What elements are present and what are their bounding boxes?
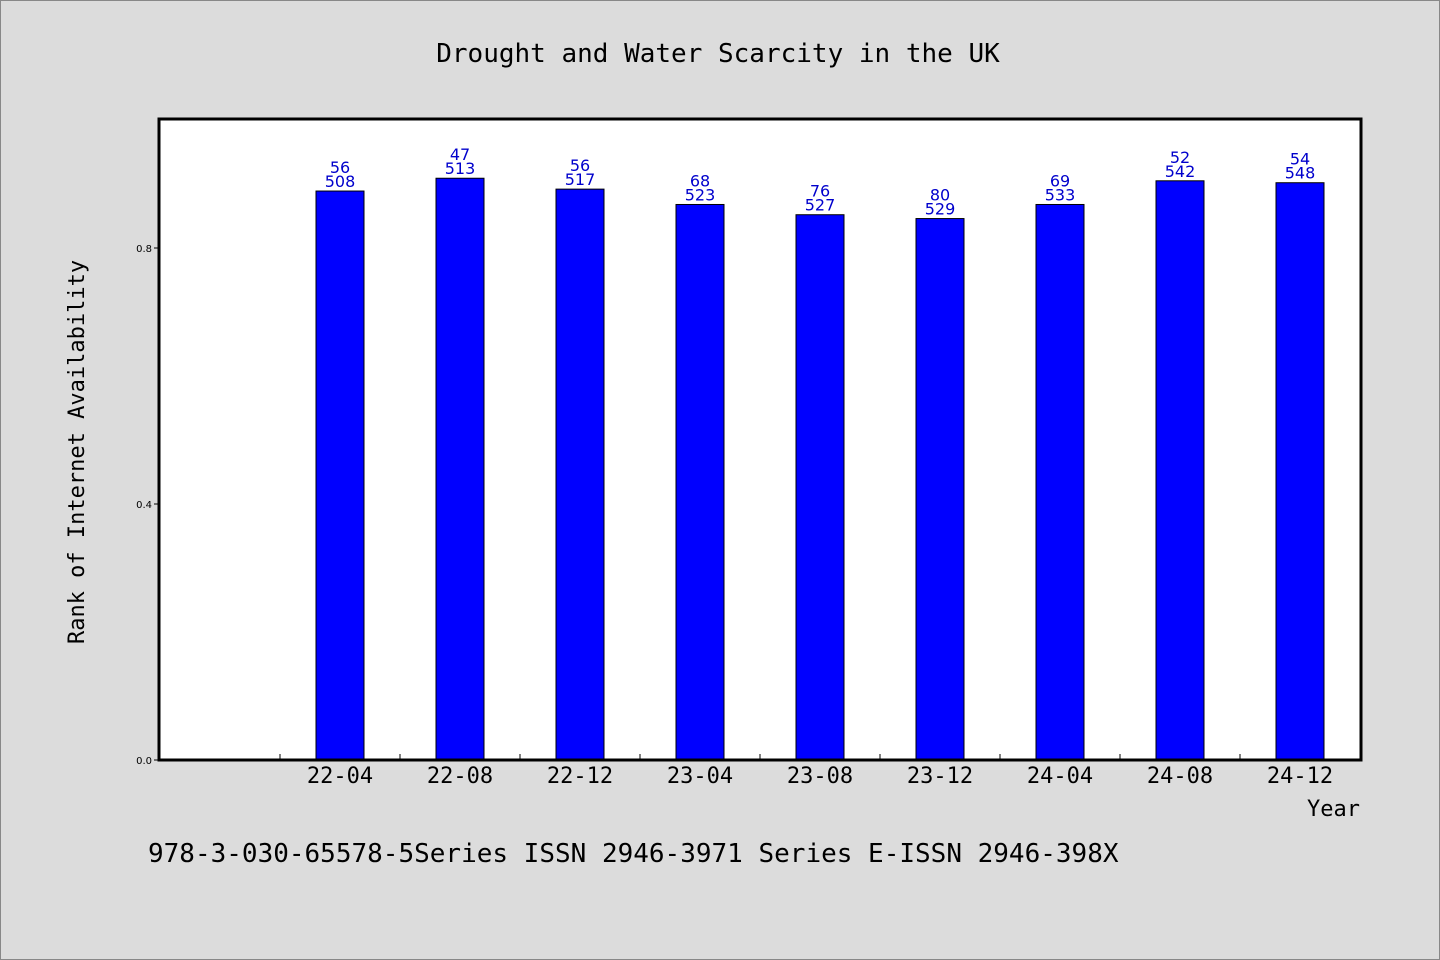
x-tick-label-22-08: 22-08 — [427, 764, 493, 789]
x-tick-label-22-04: 22-04 — [307, 764, 373, 789]
bar-label-bottom-24-04: 533 — [1045, 185, 1076, 204]
bar-22-12 — [555, 188, 605, 761]
bar-24-12 — [1275, 182, 1325, 761]
x-tick-label-23-04: 23-04 — [667, 764, 733, 789]
x-tick-label-24-04: 24-04 — [1027, 764, 1093, 789]
bar-23-04 — [675, 203, 725, 761]
bar-label-bottom-24-08: 542 — [1165, 162, 1196, 181]
x-tick-label-24-12: 24-12 — [1267, 764, 1333, 789]
x-tick-label-23-12: 23-12 — [907, 764, 973, 789]
bar-22-08 — [435, 177, 485, 761]
bar-label-bottom-23-08: 527 — [805, 196, 836, 215]
bar-label-bottom-22-12: 517 — [565, 170, 596, 189]
bar-label-bottom-22-08: 513 — [445, 159, 476, 178]
bar-label-top-22-04: 56 — [330, 158, 350, 177]
footer-isbn-text: 978-3-030-65578-5Series ISSN 2946-3971 S… — [148, 839, 1119, 869]
y-tick-label: 0.0 — [136, 756, 152, 767]
bar-label-top-23-08: 76 — [810, 182, 830, 201]
chart-title: Drought and Water Scarcity in the UK — [436, 39, 1000, 69]
y-tick-label: 0.8 — [136, 244, 152, 255]
x-tick-label-24-08: 24-08 — [1147, 764, 1213, 789]
y-tick-label: 0.4 — [136, 500, 152, 511]
bar-label-bottom-23-04: 523 — [685, 185, 716, 204]
bar-22-04 — [315, 190, 365, 761]
bar-23-12 — [915, 218, 965, 761]
bar-label-bottom-23-12: 529 — [925, 200, 956, 219]
bar-label-top-24-12: 54 — [1290, 150, 1310, 169]
x-tick-label-23-08: 23-08 — [787, 764, 853, 789]
bar-label-top-24-08: 52 — [1170, 148, 1190, 167]
bar-23-08 — [795, 214, 845, 761]
bar-label-top-22-08: 47 — [450, 145, 470, 164]
bars-group — [315, 177, 1325, 761]
bar-label-top-23-12: 80 — [930, 186, 950, 205]
x-tick-label-22-12: 22-12 — [547, 764, 613, 789]
y-axis-label: Rank of Internet Availability — [65, 260, 90, 644]
bar-label-bottom-22-04: 508 — [325, 172, 356, 191]
x-ticks-group: 22-04 22-08 22-12 23-04 23-08 23-12 24-04 24-08… — [279, 754, 1333, 789]
y-ticks-group: 0.0 0.4 0.8 — [136, 244, 160, 767]
plot-border — [157, 117, 1363, 762]
bar-label-top-24-04: 69 — [1050, 171, 1070, 190]
bar-label-top-22-12: 56 — [570, 156, 590, 175]
bar-label-top-23-04: 68 — [690, 171, 710, 190]
bar-24-04 — [1035, 203, 1085, 761]
bar-label-bottom-24-12: 548 — [1285, 164, 1316, 183]
x-axis-label: Year — [1307, 797, 1360, 822]
bar-24-08 — [1155, 180, 1205, 761]
